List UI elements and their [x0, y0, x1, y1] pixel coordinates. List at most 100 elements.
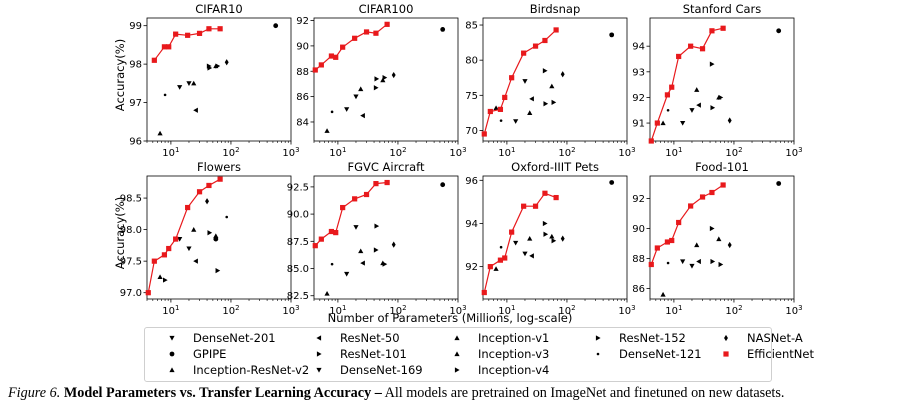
- x-tick-label: 101: [498, 146, 515, 159]
- legend-marker: [595, 335, 601, 341]
- point-densenet-201: [353, 225, 359, 230]
- point-densenet-169: [680, 259, 686, 265]
- figure-canvas: Number of Parameters (Millions, log-scal…: [113, 2, 803, 325]
- point-inception-v3: [191, 227, 197, 232]
- point-densenet-121: [499, 119, 503, 122]
- x-tick-label: 103: [282, 304, 299, 317]
- point-efficientnet: [699, 46, 706, 52]
- point-efficientnet: [664, 239, 671, 245]
- point-densenet-121: [666, 108, 670, 112]
- figure-caption: Figure 6. Model Parameters vs. Transfer …: [8, 385, 898, 402]
- legend-label: GPIPE: [193, 347, 227, 361]
- y-tick-label: 87.5: [287, 237, 309, 248]
- legend-marker-icon: [316, 335, 322, 341]
- y-tick-label: 92: [632, 194, 645, 205]
- legend-marker: [454, 367, 460, 373]
- point-densenet-121: [225, 215, 229, 219]
- point-resnet-152: [718, 261, 724, 268]
- y-tick-label: 80: [465, 56, 478, 67]
- point-densenet-121: [330, 262, 334, 266]
- point-efficientnet: [532, 43, 539, 49]
- point-efficientnet: [384, 179, 390, 186]
- point-efficientnet: [676, 53, 682, 60]
- point-efficientnet: [502, 94, 508, 101]
- y-tick-label: 96: [129, 137, 142, 148]
- legend-marker-icon: [454, 367, 460, 373]
- point-inception-resnet-v2: [716, 94, 722, 100]
- point-efficientnet: [481, 289, 487, 296]
- point-efficientnet: [521, 203, 527, 209]
- y-tick-label: 90.0: [287, 210, 309, 221]
- legend-marker: [169, 335, 175, 341]
- y-tick-label: 86: [632, 284, 645, 295]
- point-inception-resnet-v2: [380, 77, 386, 83]
- legend-item-densenet-201: DenseNet-201: [165, 331, 276, 345]
- point-efficientnet: [542, 190, 548, 196]
- point-inception-v4: [373, 85, 379, 91]
- point-inception-resnet-v2: [380, 260, 386, 266]
- legend-label: ResNet-152: [619, 331, 686, 345]
- point-nasnet-a: [391, 241, 396, 248]
- caption-text: All models are pretrained on ImageNet an…: [384, 385, 785, 401]
- legend-item-inception-v3: Inception-v3: [450, 347, 549, 361]
- point-efficientnet: [328, 53, 335, 59]
- legend-item-inception-resnet-v2: Inception-ResNet-v2: [165, 363, 309, 377]
- legend-item-efficientnet: EfficientNet: [719, 347, 814, 361]
- legend-marker: [454, 351, 460, 357]
- point-densenet-121: [499, 245, 503, 249]
- point-efficientnet: [654, 120, 660, 126]
- point-densenet-201: [689, 263, 695, 269]
- y-tick-label: 84: [296, 117, 309, 128]
- point-efficientnet: [352, 196, 358, 202]
- point-efficientnet: [185, 204, 191, 211]
- point-densenet-169: [344, 107, 350, 112]
- plot-frame: [313, 17, 459, 142]
- caption-label: Figure 6.: [8, 385, 61, 401]
- point-densenet-169: [177, 236, 183, 242]
- legend-item-gpipe: GPIPE: [165, 347, 226, 361]
- point-efficientnet: [318, 62, 324, 68]
- y-tick-label: 93: [632, 67, 645, 78]
- point-inception-v4: [709, 225, 715, 232]
- efficientnet-line: [483, 29, 557, 135]
- y-tick-label: 86: [296, 92, 309, 103]
- legend-label: Inception-ResNet-v2: [193, 363, 310, 377]
- legend-item-inception-v4: Inception-v4: [450, 363, 549, 377]
- x-axis-label: Number of Parameters (Millions, log-scal…: [328, 311, 573, 325]
- point-efficientnet: [185, 32, 191, 38]
- point-efficientnet: [720, 182, 726, 188]
- x-tick-label: 102: [222, 304, 239, 317]
- point-inception-resnet-v2: [213, 63, 219, 69]
- legend-label: Inception-v3: [478, 347, 550, 361]
- point-densenet-169: [513, 240, 519, 246]
- legend-marker-icon: [454, 351, 460, 357]
- point-efficientnet: [363, 191, 370, 198]
- x-tick-label: 101: [162, 304, 179, 317]
- legend-marker-icon: [724, 334, 728, 342]
- point-densenet-169: [513, 119, 519, 124]
- point-densenet-121: [666, 261, 670, 265]
- point-efficientnet: [487, 264, 493, 270]
- point-resnet-50: [696, 102, 701, 108]
- legend-item-resnet-152: ResNet-152: [591, 331, 686, 345]
- x-tick-label: 102: [389, 146, 406, 159]
- x-tick-label: 102: [725, 304, 742, 317]
- legend-label: DenseNet-201: [193, 331, 276, 345]
- chart-panel-5: Flowers 101 102 103 97.0 97.5 98.0 98.5: [120, 160, 300, 317]
- point-inception-v4: [373, 247, 379, 253]
- point-gpipe: [609, 32, 615, 38]
- point-inception-v1: [157, 274, 163, 280]
- point-resnet-152: [215, 268, 221, 274]
- point-efficientnet: [384, 21, 390, 27]
- point-efficientnet: [206, 182, 212, 189]
- chart-title: Oxford-IIIT Pets: [511, 160, 599, 174]
- y-tick-label: 92.5: [287, 182, 309, 193]
- point-resnet-50: [360, 113, 365, 119]
- point-efficientnet: [664, 92, 671, 98]
- point-resnet-101: [543, 101, 549, 107]
- plot-frame: [313, 175, 459, 300]
- legend-marker: [723, 351, 729, 357]
- point-efficientnet: [206, 26, 212, 32]
- point-resnet-50: [193, 258, 198, 264]
